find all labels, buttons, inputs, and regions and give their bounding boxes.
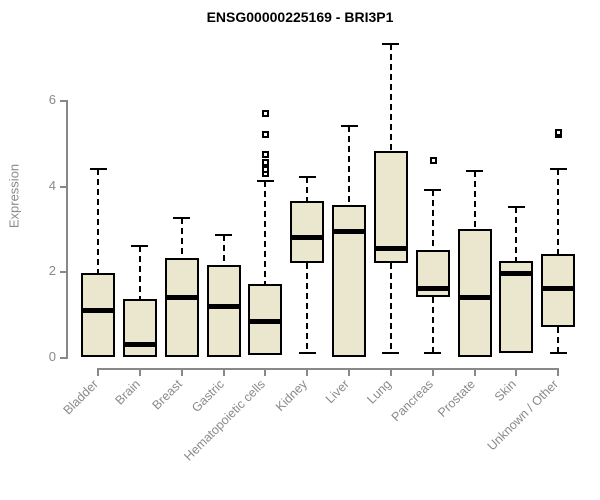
whisker-cap [173, 216, 191, 219]
outlier-point [262, 109, 270, 117]
upper-whisker [264, 181, 267, 285]
lower-whisker [306, 262, 309, 353]
outlier-point [429, 156, 437, 164]
lower-whisker [431, 297, 434, 353]
box-prostate [457, 228, 492, 357]
whisker-cap [89, 167, 107, 170]
upper-whisker [138, 245, 141, 300]
box-bladder [81, 273, 115, 357]
upper-whisker [389, 44, 392, 152]
x-tick [389, 368, 392, 376]
x-tick [473, 368, 476, 376]
lower-whisker [389, 262, 392, 353]
median-line [332, 228, 367, 234]
median-line [541, 286, 576, 292]
x-tick [222, 368, 225, 376]
box-brain [122, 299, 157, 357]
whisker-cap [340, 124, 358, 127]
upper-whisker [431, 189, 434, 250]
whisker-cap [298, 176, 316, 179]
median-line [373, 245, 408, 251]
median-line [206, 303, 241, 309]
x-tick [515, 368, 518, 376]
y-tick [60, 100, 66, 103]
upper-whisker [306, 177, 309, 201]
upper-whisker [97, 168, 99, 274]
upper-whisker [180, 217, 183, 259]
y-tick [60, 271, 66, 274]
whisker-cap [382, 43, 400, 46]
whisker-cap [256, 180, 274, 183]
y-tick [60, 357, 66, 359]
whisker-cap [507, 206, 525, 209]
box-gastric [206, 264, 241, 357]
outlier-point [262, 150, 270, 158]
y-tick-label: 0 [48, 349, 56, 364]
whisker-cap [131, 244, 149, 247]
median-line [290, 235, 325, 241]
whisker-cap [549, 351, 567, 354]
median-line [81, 307, 115, 313]
x-tick [180, 368, 183, 376]
upper-whisker [473, 170, 476, 229]
x-tick [97, 368, 99, 376]
upper-whisker [557, 168, 560, 255]
whisker-cap [549, 167, 567, 170]
x-tick [306, 368, 309, 376]
whisker-cap [466, 169, 484, 172]
median-line [457, 295, 492, 301]
lower-whisker [557, 327, 560, 353]
median-line [122, 342, 157, 348]
x-axis-line [97, 368, 560, 370]
outlier-point [262, 131, 270, 139]
y-tick [60, 185, 66, 188]
y-tick-label: 2 [48, 263, 56, 279]
whisker-cap [215, 233, 233, 236]
x-tick [264, 368, 267, 376]
y-axis-line [66, 100, 68, 359]
median-line [248, 318, 283, 324]
box-kidney [290, 200, 325, 263]
upper-whisker [348, 125, 351, 205]
median-line [164, 295, 199, 301]
whisker-cap [424, 351, 442, 354]
y-tick-label: 6 [48, 92, 56, 108]
whisker-cap [424, 188, 442, 191]
x-tick [348, 368, 351, 376]
whisker-cap [382, 351, 400, 354]
median-line [499, 271, 534, 277]
upper-whisker [222, 234, 225, 265]
y-tick-label: 4 [48, 177, 56, 193]
upper-whisker [515, 207, 518, 261]
x-tick [138, 368, 141, 376]
median-line [415, 286, 450, 292]
box-breast [164, 258, 199, 357]
outlier-point [262, 159, 270, 167]
x-tick [431, 368, 434, 376]
x-tick [557, 368, 560, 376]
outlier-point [555, 129, 563, 137]
chart-title: ENSG00000225169 - BRI3P1 [206, 9, 394, 25]
whisker-cap [298, 351, 316, 354]
box-lung [373, 151, 408, 263]
